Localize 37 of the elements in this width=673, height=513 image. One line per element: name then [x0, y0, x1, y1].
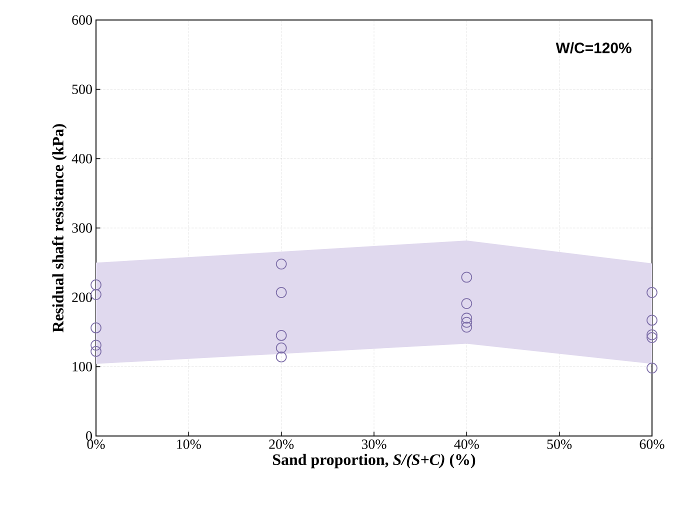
point — [646, 362, 658, 374]
point — [461, 312, 472, 324]
point — [276, 287, 287, 298]
y-axis-title: Residual shaft resistance (kPa) — [52, 124, 67, 332]
x-tick-label: 60% — [640, 440, 664, 449]
point — [276, 352, 287, 362]
x-tick-label: 0% — [87, 440, 105, 449]
x-tick-label: 40% — [454, 440, 479, 449]
x-tick-label: 10% — [177, 440, 201, 449]
point — [461, 316, 472, 328]
point — [461, 298, 472, 310]
point — [90, 346, 102, 357]
y-tick-label: 0 — [86, 431, 92, 441]
point — [90, 322, 102, 334]
y-tick-label: 600 — [72, 15, 92, 25]
y-tick-label: 400 — [72, 154, 92, 164]
point — [461, 272, 472, 283]
point — [276, 342, 287, 354]
x-axis-title: Sand proportion, S/(S+C) (%) — [273, 454, 476, 468]
point — [646, 332, 658, 343]
point — [646, 329, 658, 340]
point — [276, 330, 287, 341]
x-tick-label: 20% — [269, 440, 294, 449]
y-tick-label: 500 — [72, 84, 92, 94]
point — [646, 314, 658, 326]
point — [461, 322, 472, 333]
x-tick-label: 50% — [547, 440, 572, 449]
point — [90, 289, 102, 300]
y-tick-label: 200 — [72, 292, 92, 302]
y-tick-label: 100 — [72, 362, 92, 372]
y-tick-label: 300 — [72, 223, 92, 233]
annotation: W/C=120% — [556, 42, 632, 54]
point — [90, 279, 102, 290]
point — [90, 340, 102, 351]
point — [276, 258, 287, 270]
point — [646, 287, 658, 298]
x-tick-label: 30% — [362, 440, 386, 449]
